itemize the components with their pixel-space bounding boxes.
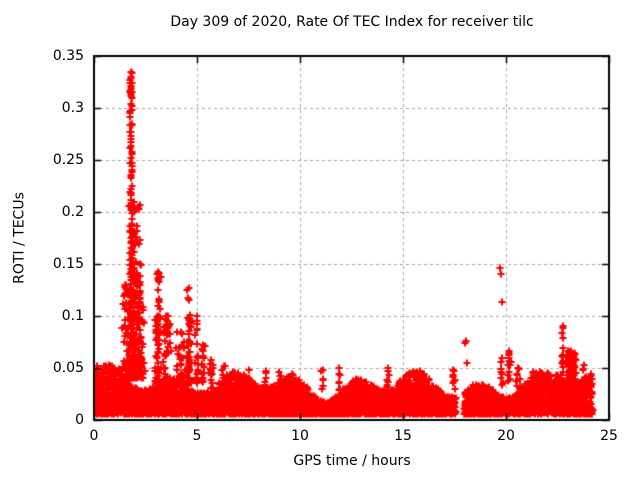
- x-tick-label: 15: [394, 428, 412, 444]
- y-tick-label: 0: [75, 412, 84, 428]
- y-tick-label: 0.1: [61, 308, 84, 324]
- y-tick-label: 0.2: [61, 204, 84, 220]
- y-tick-label: 0.15: [52, 256, 84, 272]
- x-tick-label: 0: [89, 428, 99, 444]
- x-tick-label: 20: [497, 428, 515, 444]
- x-tick-label: 5: [192, 428, 202, 444]
- y-tick-label: 0.35: [52, 48, 84, 64]
- x-tick-label: 25: [600, 428, 618, 444]
- y-tick-label: 0.05: [52, 360, 84, 376]
- x-axis-label: GPS time / hours: [293, 453, 411, 469]
- chart-title: Day 309 of 2020, Rate Of TEC Index for r…: [170, 14, 534, 30]
- x-tick-label: 10: [291, 428, 309, 444]
- y-tick-label: 0.3: [61, 100, 84, 116]
- y-tick-label: 0.25: [52, 152, 84, 168]
